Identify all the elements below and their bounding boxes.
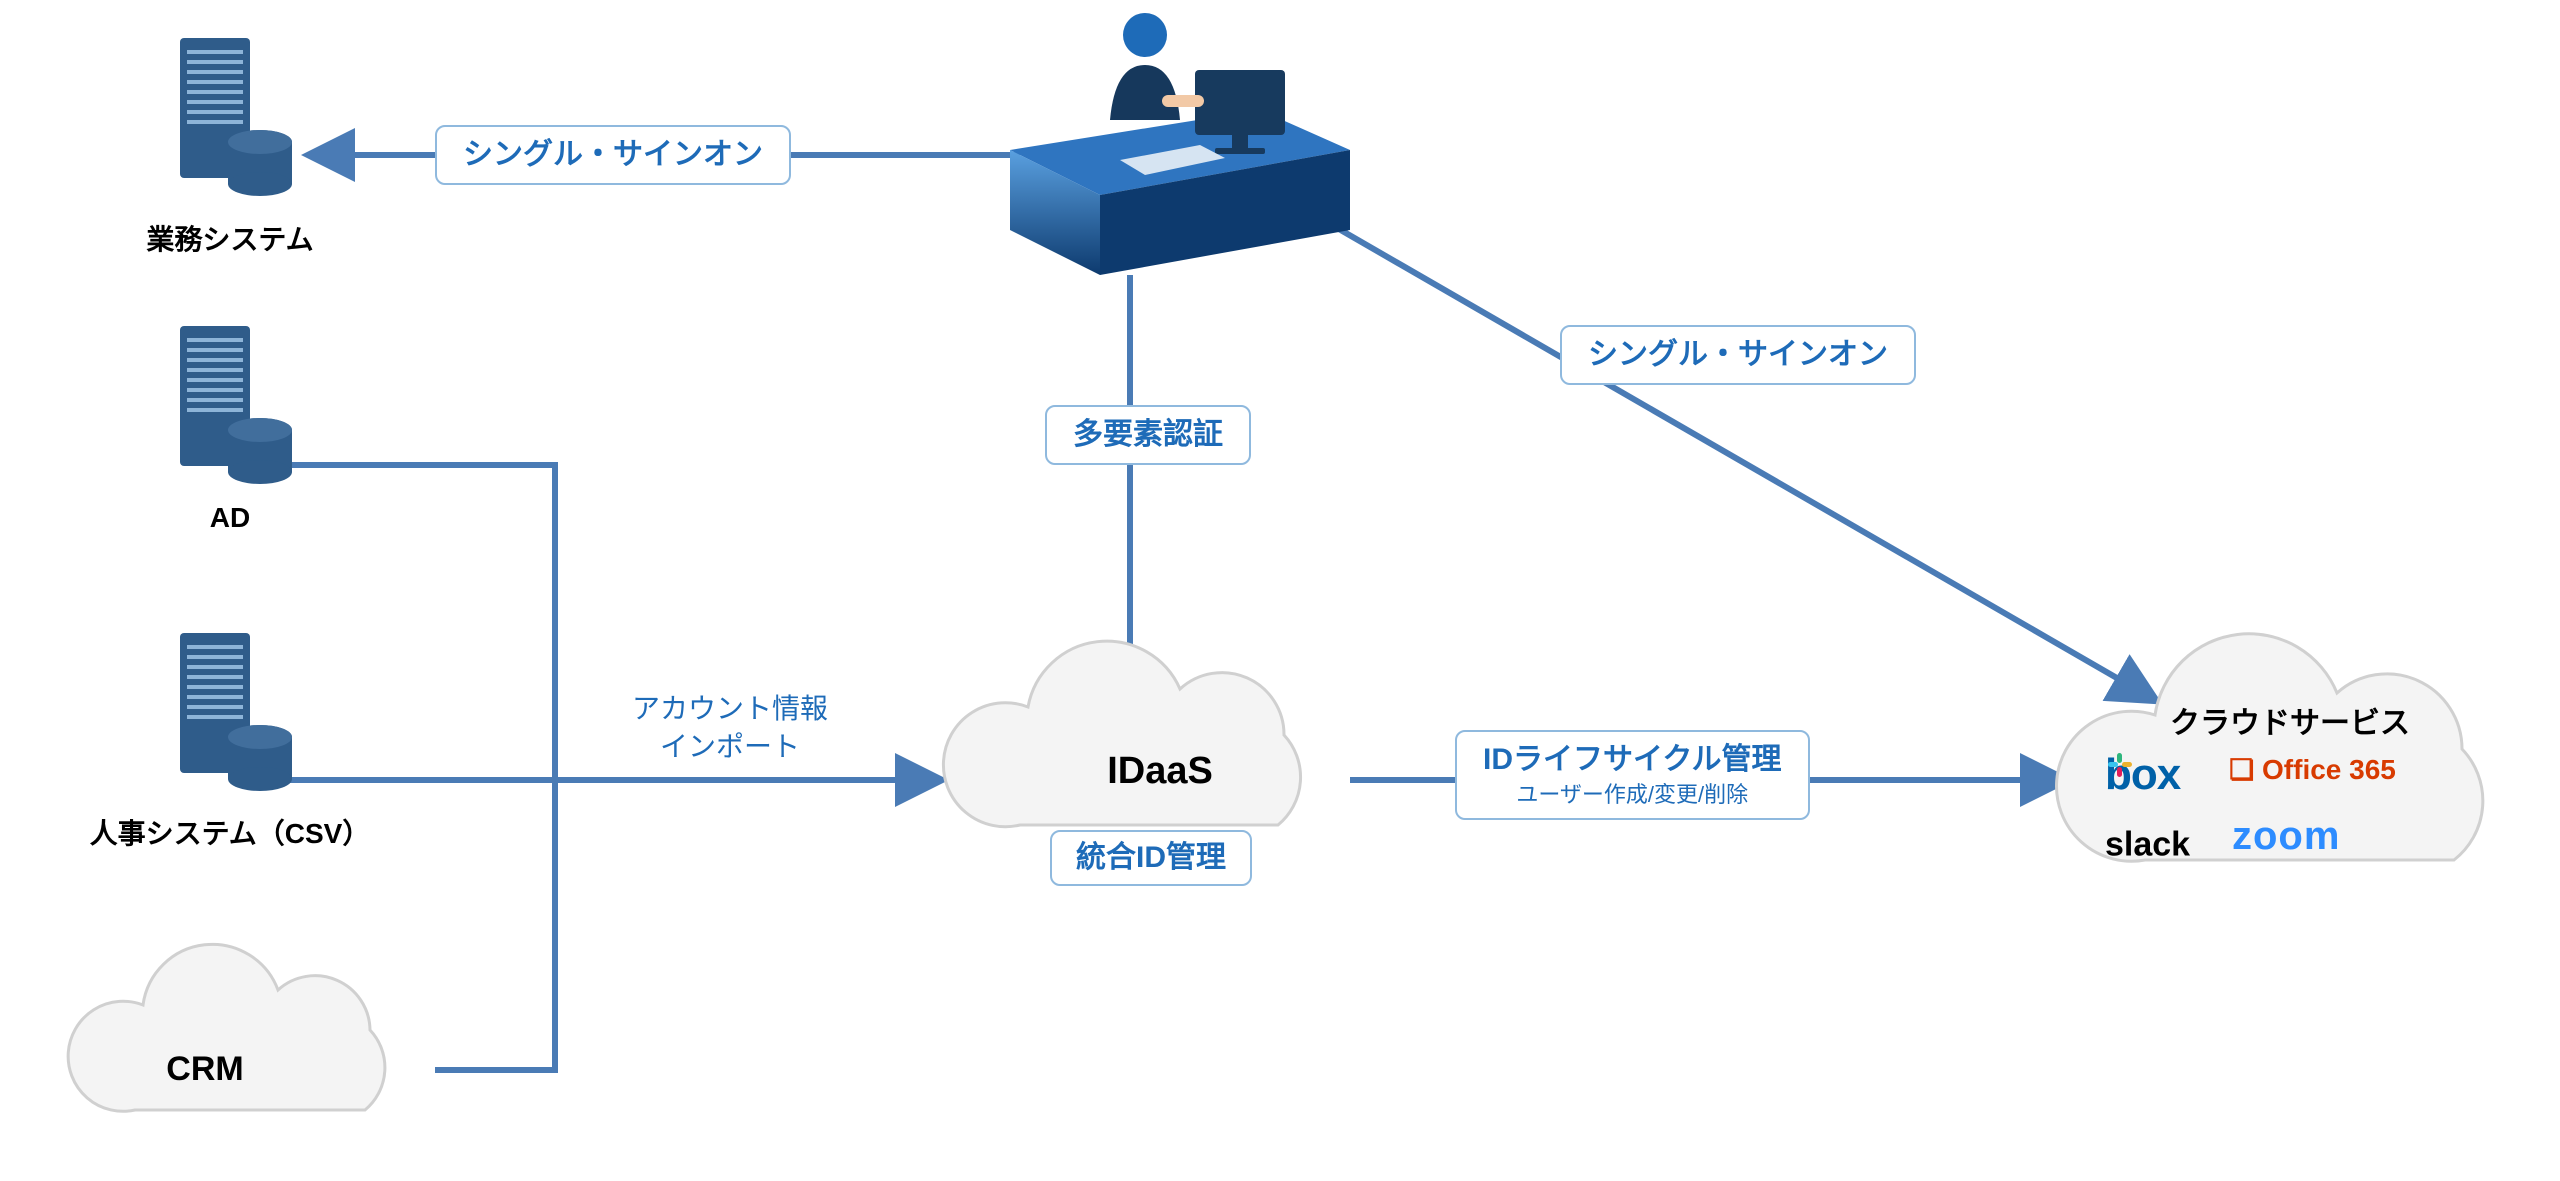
pill-sso-right: シングル・サインオン — [1560, 325, 1916, 385]
label-account-import: アカウント情報 インポート — [600, 690, 860, 766]
logo-zoom: zoom — [2232, 814, 2340, 858]
edge-ad-branch — [280, 465, 555, 780]
label-idaas: IDaaS — [1070, 750, 1250, 793]
pill-id-lifecycle: IDライフサイクル管理 ユーザー作成/変更/削除 — [1455, 730, 1810, 820]
cloud-service-logos: box ❏ Office 365 slack zoom — [2105, 750, 2505, 864]
logo-office365: ❏ Office 365 — [2229, 754, 2396, 785]
pill-mfa: 多要素認証 — [1045, 405, 1251, 465]
pill-id-management: 統合ID管理 — [1050, 830, 1252, 886]
pill-sso-left: シングル・サインオン — [435, 125, 791, 185]
label-ad: AD — [170, 502, 290, 534]
label-cloud-services: クラウドサービス — [2150, 698, 2430, 742]
label-biz-system: 業務システム — [80, 218, 380, 258]
label-hr: 人事システム（CSV） — [35, 812, 425, 852]
logo-slack: slack — [2105, 825, 2200, 863]
label-crm: CRM — [135, 1050, 275, 1089]
edge-user-to-cloud — [1280, 195, 2155, 700]
